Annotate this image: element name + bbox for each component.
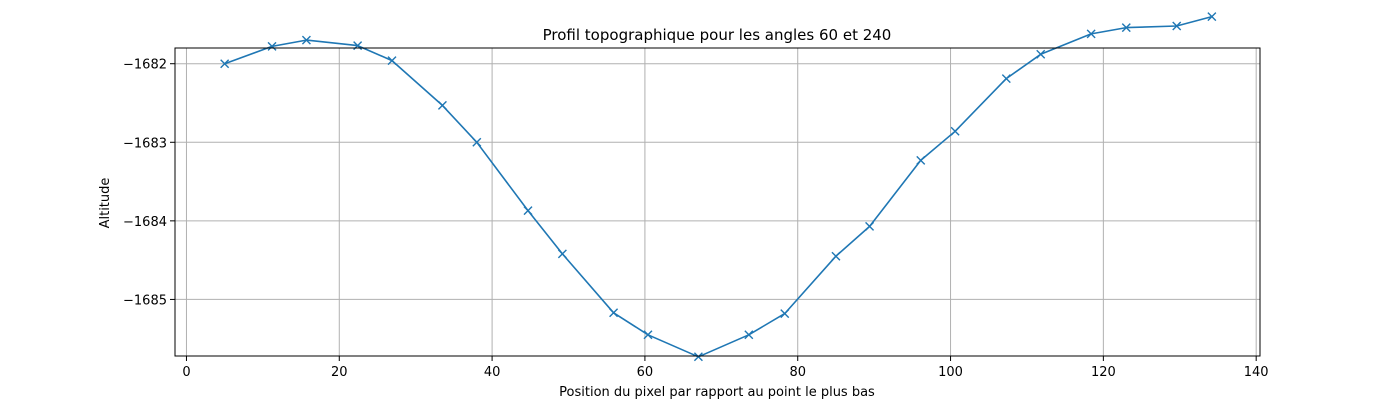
data-point-marker (780, 309, 790, 319)
series-line (224, 15, 1213, 358)
data-point-marker (865, 221, 875, 231)
y-tick-label: −1684 (123, 215, 167, 230)
data-point-marker (831, 251, 841, 261)
data-point-marker (916, 155, 926, 165)
x-tick-label: 80 (789, 365, 806, 380)
data-point-marker (744, 330, 754, 340)
y-tick-label: −1682 (123, 58, 167, 73)
data-point-marker (609, 308, 619, 318)
chart-title: Profil topographique pour les angles 60 … (543, 26, 892, 44)
data-point-marker (437, 100, 447, 110)
data-point-marker (1172, 21, 1182, 31)
data-point-marker (1121, 23, 1131, 33)
y-axis-label: Altitude (98, 178, 113, 229)
x-tick-label: 40 (484, 365, 501, 380)
plot-frame (174, 47, 1261, 357)
data-point-marker (1086, 29, 1096, 39)
y-axis-ticks: −1682 −1683 −1684 −1685 (123, 58, 175, 308)
data-point-marker (301, 35, 311, 45)
data-point-marker (693, 352, 703, 362)
x-axis-ticks: 0 20 40 60 80 100 120 140 (182, 356, 1269, 380)
data-point-marker (387, 56, 397, 66)
x-tick-label: 140 (1244, 365, 1269, 380)
data-point-marker (1207, 12, 1217, 22)
y-tick-label: −1685 (123, 293, 167, 308)
x-tick-label: 120 (1091, 365, 1116, 380)
data-point-marker (1036, 49, 1046, 59)
data-point-marker (950, 126, 960, 136)
y-tick-label: −1683 (123, 136, 167, 151)
x-tick-label: 60 (637, 365, 654, 380)
x-tick-label: 20 (331, 365, 348, 380)
grid (175, 48, 1260, 356)
data-point-marker (643, 330, 653, 340)
data-point-marker (1001, 74, 1011, 84)
data-point-marker (267, 41, 277, 51)
data-point-marker (557, 249, 567, 259)
x-tick-label: 0 (182, 365, 190, 380)
data-point-marker (472, 137, 482, 147)
plot-series (220, 12, 1217, 362)
x-axis-label: Position du pixel par rapport au point l… (559, 385, 875, 400)
data-point-marker (220, 59, 230, 69)
x-tick-label: 100 (938, 365, 963, 380)
data-point-marker (523, 206, 533, 216)
